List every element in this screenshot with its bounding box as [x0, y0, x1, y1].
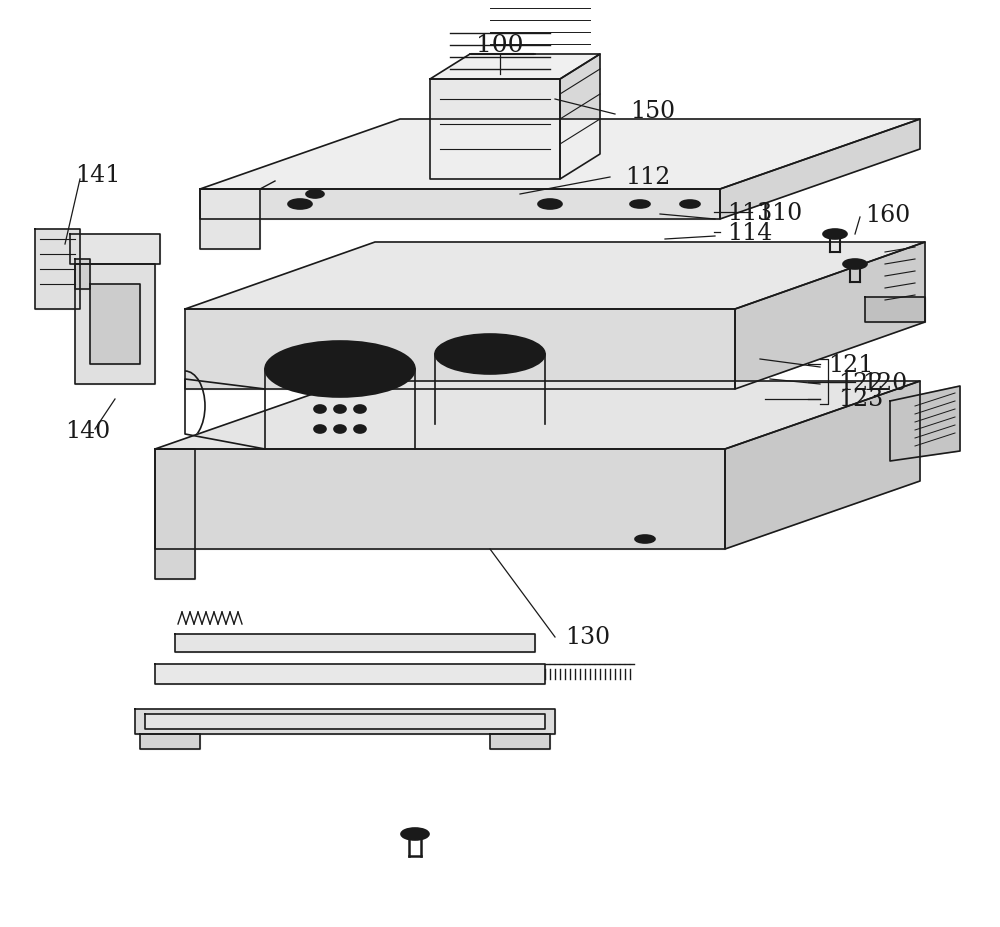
- Ellipse shape: [334, 406, 346, 413]
- Polygon shape: [75, 260, 90, 289]
- Ellipse shape: [334, 425, 346, 434]
- Ellipse shape: [265, 342, 415, 398]
- Text: 160: 160: [865, 203, 910, 226]
- Polygon shape: [75, 265, 155, 385]
- Ellipse shape: [306, 191, 324, 198]
- Text: 123: 123: [838, 388, 883, 411]
- Polygon shape: [200, 120, 920, 190]
- Text: 141: 141: [75, 163, 120, 186]
- Ellipse shape: [401, 828, 429, 840]
- Polygon shape: [90, 285, 140, 364]
- Polygon shape: [490, 734, 550, 749]
- Polygon shape: [735, 243, 925, 389]
- Ellipse shape: [635, 536, 655, 543]
- Ellipse shape: [843, 260, 867, 270]
- Text: 112: 112: [625, 166, 670, 189]
- Polygon shape: [725, 382, 920, 550]
- Polygon shape: [185, 310, 735, 389]
- Text: 150: 150: [630, 100, 675, 123]
- Ellipse shape: [680, 201, 700, 209]
- Polygon shape: [70, 235, 160, 265]
- Ellipse shape: [538, 200, 562, 210]
- Polygon shape: [430, 80, 560, 180]
- Polygon shape: [155, 382, 920, 450]
- Text: 140: 140: [65, 420, 110, 443]
- Polygon shape: [865, 298, 925, 323]
- Ellipse shape: [435, 335, 545, 375]
- Text: 114: 114: [727, 222, 772, 244]
- Ellipse shape: [314, 406, 326, 413]
- Text: 122: 122: [838, 371, 883, 394]
- Polygon shape: [720, 120, 920, 220]
- Polygon shape: [200, 190, 260, 249]
- Ellipse shape: [823, 230, 847, 240]
- Polygon shape: [175, 634, 535, 653]
- Polygon shape: [890, 387, 960, 462]
- Text: 120: 120: [862, 371, 907, 394]
- Polygon shape: [200, 190, 720, 220]
- Polygon shape: [135, 709, 555, 734]
- Text: 121: 121: [828, 353, 873, 376]
- Polygon shape: [145, 714, 545, 730]
- Text: 100: 100: [476, 33, 524, 57]
- Text: 110: 110: [757, 201, 802, 224]
- Polygon shape: [185, 243, 925, 310]
- Polygon shape: [35, 230, 80, 310]
- Ellipse shape: [440, 337, 540, 373]
- Ellipse shape: [288, 200, 312, 210]
- Ellipse shape: [354, 425, 366, 434]
- Polygon shape: [155, 450, 195, 579]
- Text: 130: 130: [565, 626, 610, 649]
- Text: 113: 113: [727, 201, 772, 224]
- Polygon shape: [140, 734, 200, 749]
- Ellipse shape: [270, 344, 410, 396]
- Ellipse shape: [354, 406, 366, 413]
- Ellipse shape: [630, 201, 650, 209]
- Polygon shape: [155, 665, 545, 684]
- Polygon shape: [560, 55, 600, 180]
- Polygon shape: [155, 450, 725, 550]
- Polygon shape: [430, 55, 600, 80]
- Ellipse shape: [314, 425, 326, 434]
